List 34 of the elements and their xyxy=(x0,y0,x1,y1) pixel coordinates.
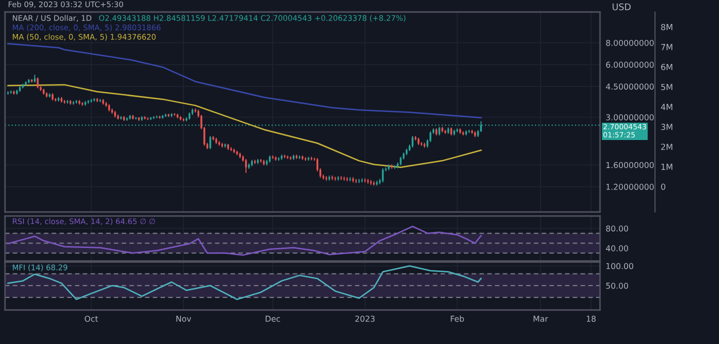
line-series xyxy=(7,265,482,300)
y-tick-label: 80.00 xyxy=(606,225,628,232)
x-tick-label: Nov xyxy=(176,316,192,322)
y-tick-label: 50.00 xyxy=(606,282,628,289)
line-series xyxy=(7,43,482,118)
candlestick xyxy=(394,164,396,170)
y2-tick-label: 2M xyxy=(661,144,672,150)
x-tick-label: Oct xyxy=(84,316,98,322)
y2-tick-label: 0 xyxy=(661,184,666,190)
y2-tick-label: 4M xyxy=(660,104,672,110)
y2-tick-label: 8M xyxy=(661,24,672,30)
candlestick xyxy=(245,158,247,174)
line-series xyxy=(7,226,482,256)
y2-tick-label: 5M xyxy=(661,84,672,90)
x-tick-label: Feb xyxy=(450,316,464,322)
y-tick-label: 1.20000000 xyxy=(606,184,654,190)
y-tick-label: 100.00 xyxy=(606,263,634,270)
y-tick-label: 4.50000000 xyxy=(606,84,654,90)
y-tick-label: 6.00000000 xyxy=(606,62,654,68)
y-tick-label: 40.00 xyxy=(606,245,628,252)
y2-tick-label: 6M xyxy=(661,64,672,70)
y2-tick-label: 3M xyxy=(661,124,672,130)
y-tick-label: 3.00000000 xyxy=(606,114,654,120)
x-tick-label: 18 xyxy=(586,316,596,322)
candlestick xyxy=(412,136,414,148)
x-tick-label: Mar xyxy=(534,316,548,322)
y-tick-label: 8.00000000 xyxy=(606,40,654,46)
y-axis-title: USD xyxy=(612,3,631,10)
y-tick-label: 1.60000000 xyxy=(606,162,654,168)
line-series xyxy=(7,84,482,168)
y2-tick-label: 7M xyxy=(661,44,672,50)
x-tick-label: 2023 xyxy=(355,316,375,322)
x-tick-label: Dec xyxy=(266,316,280,322)
y2-tick-label: 1M xyxy=(661,164,672,170)
